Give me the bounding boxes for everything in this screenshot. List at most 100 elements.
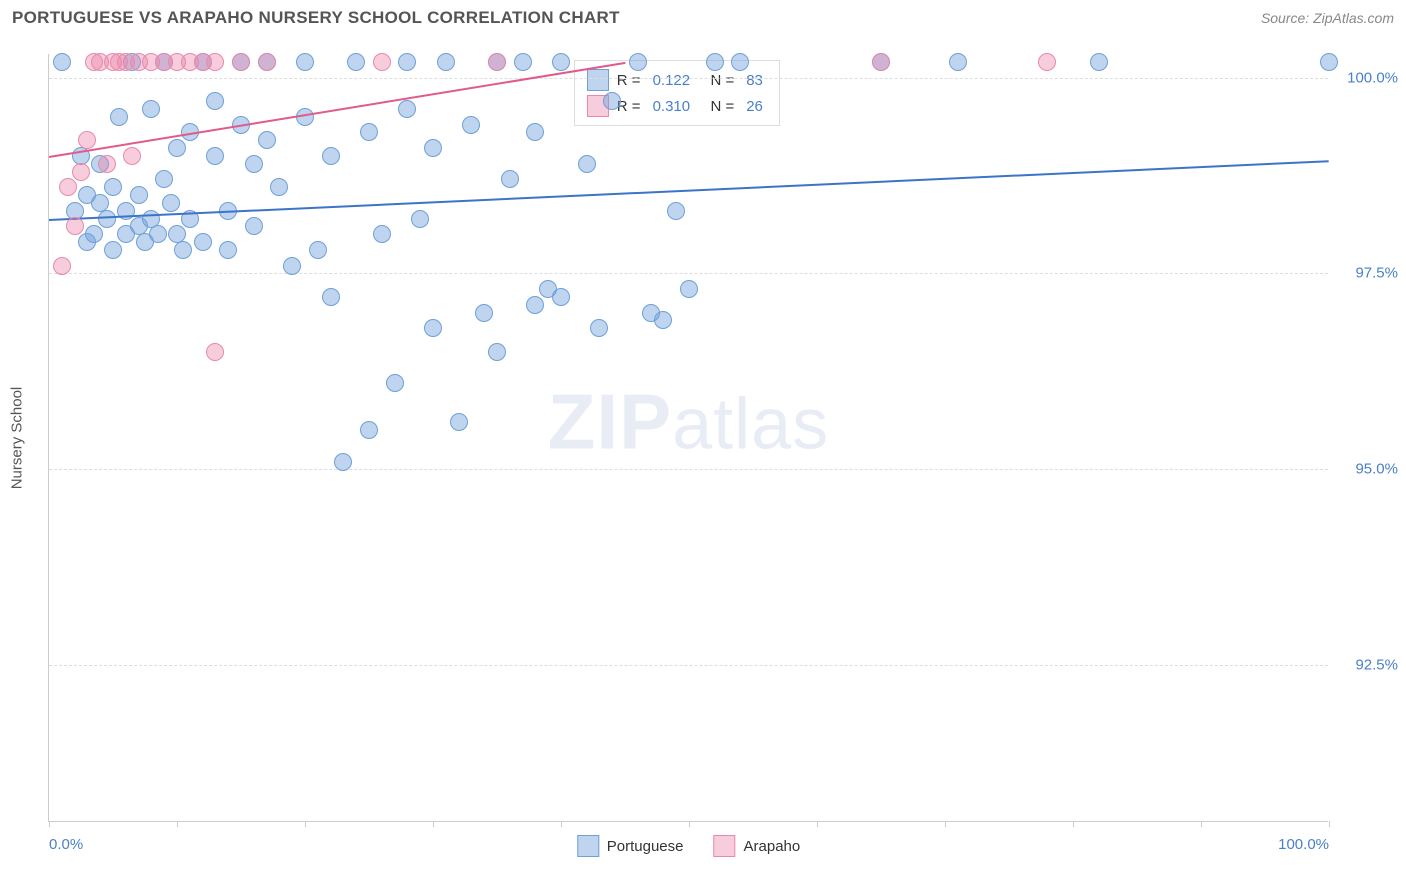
legend-r-value: 0.122 xyxy=(653,72,691,89)
scatter-point xyxy=(360,421,378,439)
scatter-point xyxy=(373,53,391,71)
gridline xyxy=(49,665,1328,666)
legend-swatch xyxy=(577,835,599,857)
scatter-point xyxy=(654,311,672,329)
x-tick xyxy=(817,821,818,827)
scatter-point xyxy=(174,241,192,259)
watermark-bold: ZIP xyxy=(548,378,672,466)
x-tick xyxy=(945,821,946,827)
legend-n-value: 26 xyxy=(746,98,763,115)
scatter-point xyxy=(206,53,224,71)
y-tick-label: 95.0% xyxy=(1338,461,1398,478)
scatter-point xyxy=(398,53,416,71)
scatter-point xyxy=(731,53,749,71)
series-legend: Portuguese Arapaho xyxy=(577,835,800,857)
scatter-point xyxy=(296,53,314,71)
y-tick-label: 100.0% xyxy=(1338,69,1398,86)
scatter-point xyxy=(309,241,327,259)
scatter-point xyxy=(72,163,90,181)
scatter-point xyxy=(270,178,288,196)
scatter-point xyxy=(162,194,180,212)
scatter-point xyxy=(706,53,724,71)
scatter-point xyxy=(78,131,96,149)
x-tick xyxy=(1329,821,1330,827)
scatter-point xyxy=(398,100,416,118)
scatter-point xyxy=(168,139,186,157)
scatter-point xyxy=(437,53,455,71)
scatter-point xyxy=(603,92,621,110)
scatter-point xyxy=(526,123,544,141)
scatter-point xyxy=(232,53,250,71)
scatter-point xyxy=(53,53,71,71)
scatter-point xyxy=(245,155,263,173)
scatter-point xyxy=(347,53,365,71)
scatter-point xyxy=(283,257,301,275)
trend-line xyxy=(49,62,625,158)
scatter-point xyxy=(194,233,212,251)
legend-n-label: N = xyxy=(702,98,734,115)
scatter-point xyxy=(488,53,506,71)
series-legend-item: Portuguese xyxy=(577,835,684,857)
scatter-point xyxy=(85,225,103,243)
scatter-point xyxy=(475,304,493,322)
scatter-point xyxy=(872,53,890,71)
scatter-point xyxy=(322,288,340,306)
scatter-point xyxy=(334,453,352,471)
scatter-point xyxy=(360,123,378,141)
series-name: Arapaho xyxy=(744,838,801,855)
scatter-point xyxy=(514,53,532,71)
series-legend-item: Arapaho xyxy=(714,835,801,857)
scatter-point xyxy=(1038,53,1056,71)
y-axis-label: Nursery School xyxy=(9,386,26,489)
legend-swatch xyxy=(714,835,736,857)
scatter-point xyxy=(206,147,224,165)
gridline xyxy=(49,469,1328,470)
scatter-point xyxy=(450,413,468,431)
scatter-point xyxy=(104,178,122,196)
scatter-point xyxy=(949,53,967,71)
x-tick xyxy=(561,821,562,827)
scatter-point xyxy=(206,92,224,110)
scatter-point xyxy=(110,108,128,126)
x-tick xyxy=(305,821,306,827)
scatter-point xyxy=(424,319,442,337)
scatter-point xyxy=(526,296,544,314)
legend-n-label: N = xyxy=(702,72,734,89)
scatter-point xyxy=(130,186,148,204)
x-tick-label: 100.0% xyxy=(1278,836,1329,853)
source-label: Source: ZipAtlas.com xyxy=(1261,10,1394,26)
x-tick xyxy=(177,821,178,827)
legend-row: R = 0.122 N = 83 xyxy=(587,67,767,93)
scatter-point xyxy=(98,155,116,173)
scatter-point xyxy=(258,131,276,149)
y-tick-label: 97.5% xyxy=(1338,265,1398,282)
scatter-point xyxy=(155,170,173,188)
trend-line xyxy=(49,160,1329,221)
legend-swatch xyxy=(587,69,609,91)
scatter-point xyxy=(552,53,570,71)
scatter-point xyxy=(590,319,608,337)
scatter-point xyxy=(1090,53,1108,71)
scatter-point xyxy=(59,178,77,196)
legend-r-label: R = xyxy=(617,72,641,89)
scatter-point xyxy=(501,170,519,188)
watermark: ZIPatlas xyxy=(548,377,829,468)
scatter-point xyxy=(322,147,340,165)
x-tick xyxy=(433,821,434,827)
scatter-point xyxy=(149,225,167,243)
scatter-point xyxy=(424,139,442,157)
scatter-point xyxy=(104,241,122,259)
scatter-point xyxy=(411,210,429,228)
series-name: Portuguese xyxy=(607,838,684,855)
chart-title: PORTUGUESE VS ARAPAHO NURSERY SCHOOL COR… xyxy=(12,8,620,28)
scatter-point xyxy=(552,288,570,306)
scatter-point xyxy=(206,343,224,361)
x-tick xyxy=(689,821,690,827)
scatter-point xyxy=(373,225,391,243)
scatter-point xyxy=(123,147,141,165)
scatter-point xyxy=(386,374,404,392)
scatter-point xyxy=(245,217,263,235)
scatter-point xyxy=(462,116,480,134)
scatter-point xyxy=(258,53,276,71)
gridline xyxy=(49,273,1328,274)
